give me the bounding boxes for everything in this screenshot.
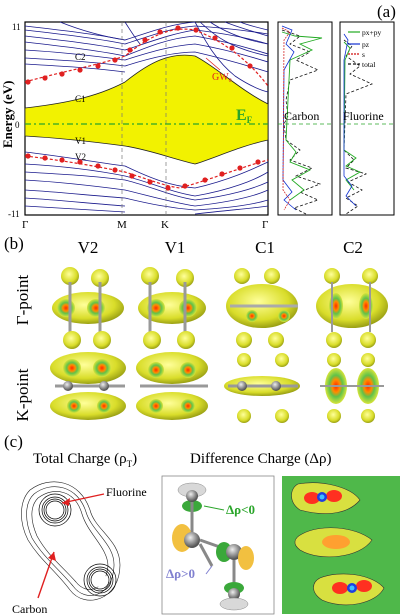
ytick-bottom: -11 [8, 209, 20, 219]
ytick-top: 11 [12, 22, 21, 32]
panel-b-label: (b) [4, 234, 24, 253]
fluorine-atom-contour-2 [83, 563, 117, 597]
panel-a-label: (a) [377, 2, 396, 21]
cell-gamma-c2 [316, 268, 388, 348]
band-gap-fill [24, 54, 269, 165]
cell-k-c1 [224, 353, 300, 423]
dos-fluorine-frame [339, 21, 395, 216]
dos-carbon-frame [277, 21, 333, 216]
col-label-v2: V2 [77, 238, 99, 257]
col-label-c2: C2 [343, 238, 363, 257]
svg-text:total: total [362, 60, 375, 69]
dos-carbon-label: Carbon [284, 109, 319, 123]
col-label-c1: C1 [255, 238, 275, 257]
carbon-label: Carbon [12, 602, 47, 616]
gw-pointer [205, 57, 221, 71]
svg-text:pz: pz [362, 40, 370, 49]
kpt-m: M [117, 219, 127, 231]
col-label-v1: V1 [164, 238, 186, 257]
band-label-v1: V1 [75, 136, 86, 146]
fluorine-label: Fluorine [106, 485, 147, 499]
cell-k-v2 [50, 352, 126, 420]
conduction-bands [24, 21, 269, 93]
charge-panels: Fluorine Carbon Δρ<0 Δρ>0 [12, 475, 400, 616]
dos-fluorine-pxpy [343, 41, 362, 191]
kpt-k: K [161, 219, 169, 231]
cell-k-c2 [320, 353, 384, 423]
kpt-gamma2: Γ [262, 219, 268, 231]
dos-fluorine-total [343, 39, 374, 215]
ytick-zero: 0 [15, 120, 20, 130]
gw-label: GW0 [212, 72, 232, 84]
cell-gamma-c1 [226, 268, 298, 348]
difference-charge-title: Difference Charge (Δρ) [190, 451, 332, 467]
dos-legend: px+py pz s total [348, 28, 381, 69]
band-label-c2: C2 [75, 52, 86, 62]
svg-text:s: s [362, 50, 365, 59]
svg-text:px+py: px+py [362, 28, 381, 37]
band-label-c1: C1 [75, 94, 86, 104]
dos-fluorine-label: Fluorine [343, 109, 384, 123]
carbon-arrow [37, 551, 55, 599]
valence-bands [24, 151, 269, 215]
band-label-v2: V2 [75, 152, 86, 162]
orbital-grid [50, 267, 388, 423]
dos-carbon-s [281, 27, 291, 211]
kpt-gamma1: Γ [22, 219, 28, 231]
fluorine-atom-contour [38, 493, 72, 527]
panel-c-label: (c) [4, 432, 23, 451]
dos-fluorine-pz [343, 33, 357, 207]
neg-label: Δρ<0 [226, 502, 255, 517]
cell-k-v1 [136, 352, 208, 420]
dos-carbon-pxpy [281, 31, 323, 201]
gw-points [25, 25, 261, 191]
cell-gamma-v2 [52, 267, 124, 349]
gw-valence-line [24, 155, 269, 189]
total-charge-title: Total Charge (ρT) [33, 451, 138, 469]
ef-label: EF [236, 107, 253, 125]
pos-label: Δρ>0 [166, 566, 195, 581]
gw-conduction-line [24, 28, 269, 87]
cell-gamma-v1 [138, 267, 206, 349]
band-structure-plot: 11 0 -11 [8, 21, 395, 231]
